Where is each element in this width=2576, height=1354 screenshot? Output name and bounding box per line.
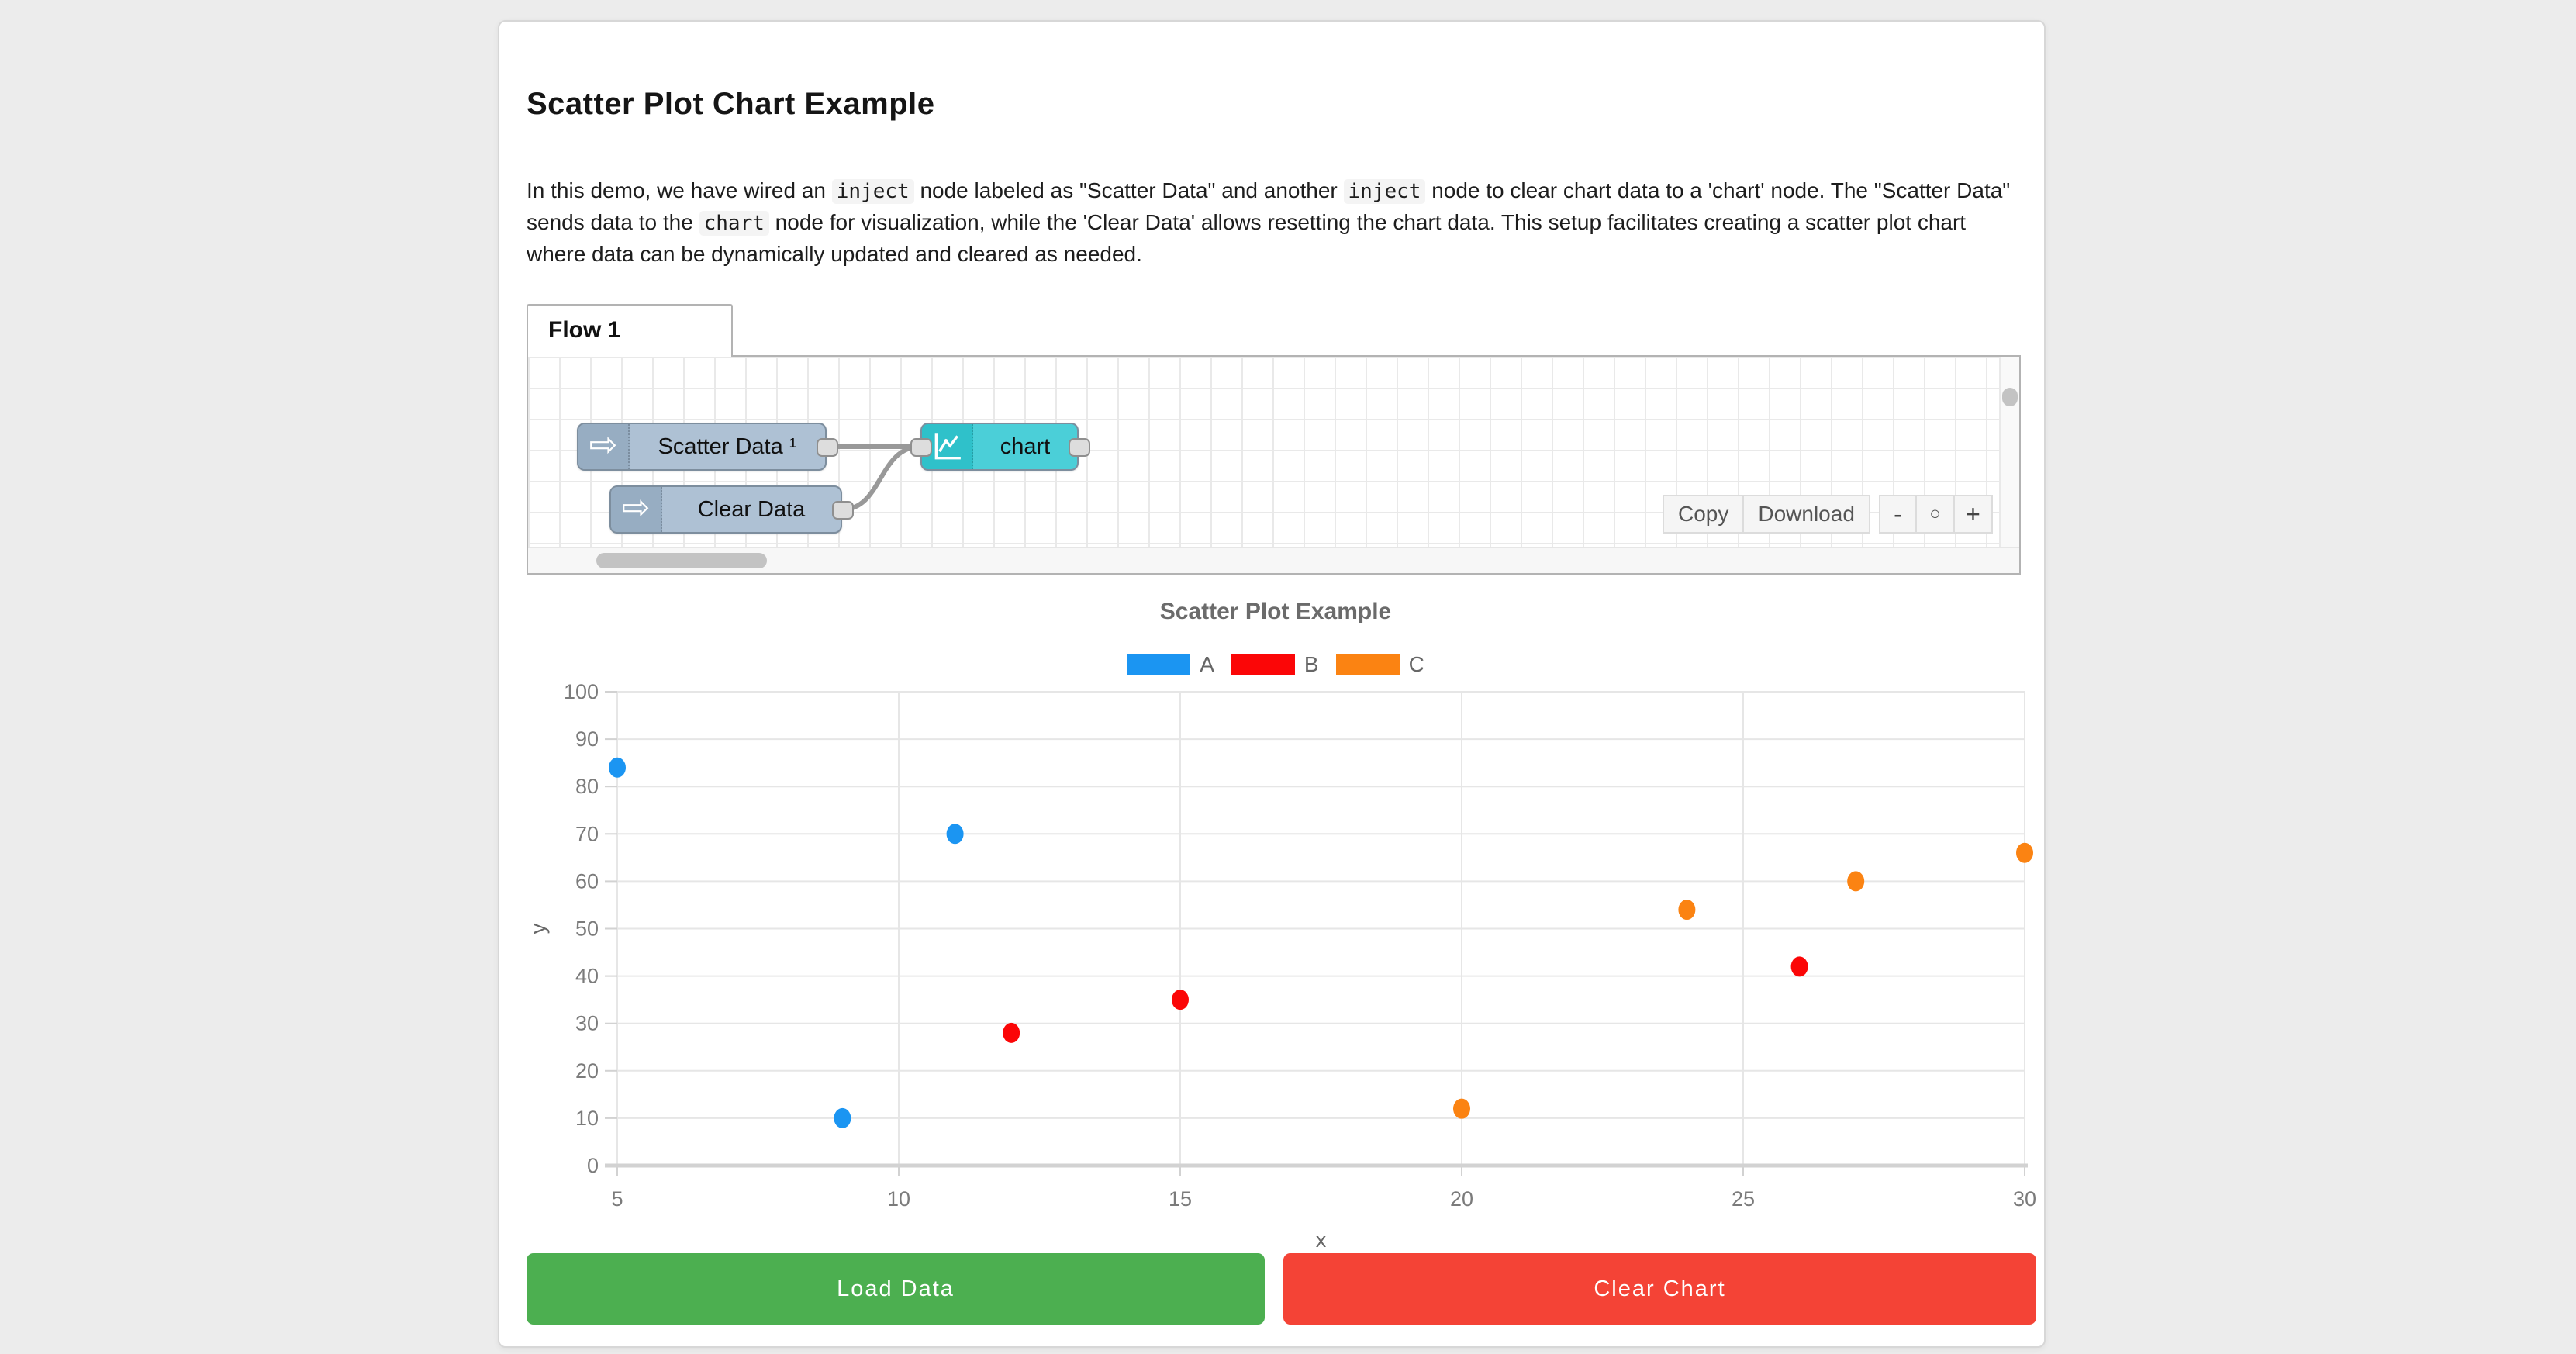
legend-label: C xyxy=(1408,652,1424,676)
node-scatter-data[interactable]: ⇨ Scatter Data ¹ xyxy=(577,423,827,471)
node-output-port[interactable] xyxy=(1069,438,1090,457)
scatter-point xyxy=(2016,842,2033,863)
node-label: chart xyxy=(1000,433,1051,459)
node-label: Clear Data xyxy=(697,496,806,522)
page-title: Scatter Plot Chart Example xyxy=(527,87,935,121)
y-tick-label: 40 xyxy=(575,965,599,988)
legend-swatch xyxy=(1127,654,1191,675)
chart-legend: A B C xyxy=(527,652,2025,677)
zoom-reset-button[interactable]: ○ xyxy=(1917,495,1955,534)
zoom-in-button[interactable]: + xyxy=(1955,495,1993,534)
y-tick-label: 10 xyxy=(575,1107,599,1130)
y-tick-label: 30 xyxy=(575,1012,599,1035)
scatter-point xyxy=(1790,956,1808,977)
y-tick-label: 60 xyxy=(575,869,599,893)
vertical-scrollbar-thumb[interactable] xyxy=(2002,388,2018,406)
chart-canvas: 5 10 15 20 25 30 0 10 20 30 40 50 60 70 80 90 100 x y xyxy=(527,680,2036,1252)
clear-chart-button[interactable]: Clear Chart xyxy=(1283,1253,2036,1325)
wire xyxy=(841,444,921,512)
inject-icon: ⇨ xyxy=(611,487,662,532)
chart-area: Scatter Plot Example A B C 5 10 15 20 25 30 0 10 2… xyxy=(527,591,2036,1252)
y-tick-label: 50 xyxy=(575,917,599,941)
x-tick-label: 20 xyxy=(1450,1187,1473,1211)
scatter-point xyxy=(834,1107,851,1128)
load-data-button[interactable]: Load Data xyxy=(527,1253,1265,1325)
flow-editor: Flow 1 ⇨ Scatter Data ¹ ⇨ Clear Data xyxy=(527,304,2021,575)
x-tick-label: 15 xyxy=(1169,1187,1192,1211)
actions-row: Load Data Clear Chart xyxy=(527,1253,2036,1325)
legend-item-C[interactable]: C xyxy=(1335,652,1424,677)
x-tick-label: 10 xyxy=(887,1187,910,1211)
description-text: node for visualization, while the 'Clear… xyxy=(527,210,1967,266)
horizontal-scrollbar xyxy=(528,547,2019,573)
horizontal-scrollbar-thumb[interactable] xyxy=(596,553,767,568)
description-text: node to clear chart data to a 'chart' no… xyxy=(527,178,2011,234)
chart-title: Scatter Plot Example xyxy=(1159,599,1392,624)
x-tick-label: 30 xyxy=(2013,1187,2036,1211)
flow-canvas-frame: ⇨ Scatter Data ¹ ⇨ Clear Data xyxy=(527,355,2021,575)
zoom-controls: - ○ + xyxy=(1879,495,1993,534)
y-tick-label: 100 xyxy=(564,680,599,703)
y-axis-title: y xyxy=(527,923,550,934)
legend-swatch xyxy=(1335,654,1400,675)
node-label: Scatter Data ¹ xyxy=(658,433,797,459)
x-tick-label: 5 xyxy=(611,1187,623,1211)
node-output-port[interactable] xyxy=(832,501,854,520)
node-chart[interactable]: chart xyxy=(920,423,1079,471)
y-tick-label: 70 xyxy=(575,822,599,845)
scatter-point xyxy=(1847,871,1865,892)
inline-code: inject xyxy=(1343,179,1426,204)
scatter-point xyxy=(609,757,626,778)
scatter-point xyxy=(1172,990,1189,1010)
legend-label: B xyxy=(1304,652,1319,676)
scatter-point xyxy=(1003,1022,1020,1043)
download-button[interactable]: Download xyxy=(1744,495,1870,534)
scatter-point xyxy=(1453,1098,1470,1119)
scatter-point xyxy=(1678,900,1696,921)
description-text: node labeled as "Scatter Data" and anoth… xyxy=(913,178,1344,202)
y-tick-label: 20 xyxy=(575,1059,599,1083)
flow-canvas[interactable]: ⇨ Scatter Data ¹ ⇨ Clear Data xyxy=(528,357,2019,547)
scatter-point xyxy=(946,824,964,845)
content-card: Scatter Plot Chart Example In this demo,… xyxy=(498,20,2046,1348)
x-axis-title: x xyxy=(1316,1228,1327,1252)
legend-swatch xyxy=(1231,654,1295,675)
x-tick-label: 25 xyxy=(1732,1187,1755,1211)
inject-icon: ⇨ xyxy=(578,424,630,469)
y-tick-label: 90 xyxy=(575,727,599,751)
vertical-scrollbar xyxy=(1999,357,2019,547)
y-tick-label: 80 xyxy=(575,775,599,798)
description-text: In this demo, we have wired an xyxy=(527,178,832,202)
node-input-port[interactable] xyxy=(910,438,932,457)
legend-item-B[interactable]: B xyxy=(1231,652,1319,677)
inline-code: chart xyxy=(699,211,769,236)
y-tick-label: 0 xyxy=(587,1154,599,1177)
flow-tab[interactable]: Flow 1 xyxy=(527,304,733,357)
legend-item-A[interactable]: A xyxy=(1127,652,1214,677)
legend-label: A xyxy=(1200,652,1214,676)
description-paragraph: In this demo, we have wired an inject no… xyxy=(527,175,2023,270)
zoom-out-button[interactable]: - xyxy=(1879,495,1917,534)
node-output-port[interactable] xyxy=(817,438,838,457)
node-clear-data[interactable]: ⇨ Clear Data xyxy=(609,485,842,534)
inline-code: inject xyxy=(831,179,914,204)
flow-toolbar: Copy Download xyxy=(1663,495,1870,534)
copy-button[interactable]: Copy xyxy=(1663,495,1745,534)
